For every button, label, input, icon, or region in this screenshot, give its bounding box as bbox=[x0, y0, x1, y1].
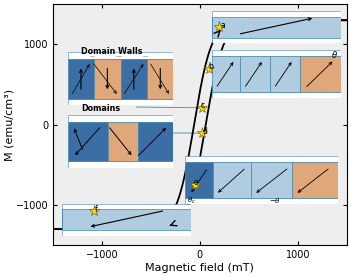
Text: a: a bbox=[220, 21, 225, 30]
Text: f: f bbox=[95, 206, 98, 214]
Text: c: c bbox=[200, 101, 204, 110]
Text: e: e bbox=[194, 178, 199, 187]
Y-axis label: M (emu/cm³): M (emu/cm³) bbox=[4, 89, 14, 161]
Text: b: b bbox=[208, 62, 213, 71]
Text: d: d bbox=[203, 127, 207, 136]
Text: Domain Walls: Domain Walls bbox=[81, 47, 143, 56]
Text: Domains: Domains bbox=[81, 104, 120, 113]
X-axis label: Magnetic field (mT): Magnetic field (mT) bbox=[146, 263, 254, 273]
